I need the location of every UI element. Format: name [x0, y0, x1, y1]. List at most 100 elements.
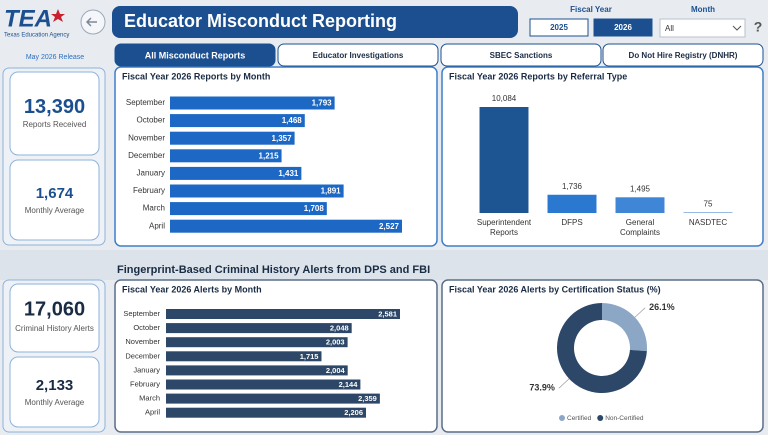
- section-band: [0, 250, 768, 280]
- chart-panel: [441, 279, 764, 433]
- tab-label: All Misconduct Reports: [145, 50, 246, 60]
- data-label: 2,004: [326, 366, 346, 375]
- logo: TEA: [4, 5, 52, 32]
- data-label: 73.9%: [529, 383, 555, 393]
- y-tick-label: April: [145, 408, 160, 417]
- x-tick-label-box: Superintendent Reports: [477, 218, 531, 237]
- x-tick-label: DFPS: [561, 218, 583, 227]
- bar: [166, 393, 380, 404]
- y-tick-label: December: [128, 151, 165, 160]
- tab-label: Do Not Hire Registry (DNHR): [629, 51, 738, 60]
- data-label: 1,495: [630, 184, 651, 193]
- bar: [170, 219, 402, 233]
- title-bar: [112, 6, 518, 38]
- data-label: 1,468: [282, 116, 303, 125]
- kpi-label-box: Reports Received: [23, 120, 87, 129]
- y-tick-label: December: [125, 351, 160, 360]
- donut-slice: [557, 303, 647, 393]
- kpi-label: Criminal History Alerts: [15, 324, 94, 333]
- x-tick-label: General Complaints: [619, 218, 660, 237]
- bar: [170, 96, 335, 110]
- x-tick-label: NASDTEC: [688, 218, 728, 227]
- year-button[interactable]: [593, 18, 653, 37]
- release-label: May 2026 Release: [26, 54, 84, 61]
- kpi-label: Monthly Average: [24, 398, 85, 407]
- kpi-value: 1,674: [36, 185, 74, 202]
- bar: [170, 149, 282, 163]
- tab[interactable]: [440, 43, 602, 67]
- kpi-label: Monthly Average: [24, 206, 85, 215]
- tab[interactable]: [277, 43, 439, 67]
- data-label: 1,357: [272, 134, 293, 143]
- data-label: 2,144: [339, 380, 359, 389]
- chart-title: Fiscal Year 2026 Reports by Referral Typ…: [449, 71, 627, 81]
- back-arrow: [85, 17, 97, 27]
- tab-label: SBEC Sanctions: [490, 51, 553, 60]
- bar: [166, 365, 348, 376]
- data-label: 2,527: [379, 222, 400, 231]
- chart-title: Fiscal Year 2026 Alerts by Certification…: [449, 284, 661, 294]
- year-button-label: 2025: [550, 23, 568, 32]
- kpi-label-box: Monthly Average: [24, 206, 85, 215]
- kpi-label-box: Criminal History Alerts: [15, 324, 94, 333]
- month-label: Month: [691, 5, 715, 14]
- x-tick-label-box: DFPS: [561, 218, 583, 227]
- y-tick-label: November: [125, 337, 160, 346]
- y-tick-label: January: [137, 169, 165, 178]
- donut-slice: [602, 303, 648, 352]
- bar: [170, 114, 305, 128]
- data-label: 2,359: [358, 394, 377, 403]
- logo-star: [51, 9, 65, 22]
- bar: [170, 184, 344, 198]
- data-label: 1,736: [562, 182, 583, 191]
- data-label: 1,215: [259, 151, 280, 160]
- tab[interactable]: [602, 43, 764, 67]
- y-tick-label: April: [149, 221, 165, 230]
- bar: [683, 212, 733, 213]
- bar: [170, 131, 295, 145]
- data-label: 2,048: [330, 324, 349, 333]
- dropdown-caret: [732, 25, 742, 31]
- data-label: 2,206: [344, 408, 363, 417]
- data-label: 26.1%: [649, 302, 675, 312]
- data-label: 1,715: [300, 352, 319, 361]
- legend-swatch: [597, 415, 604, 421]
- bar: [479, 107, 529, 213]
- data-label: 2,003: [326, 338, 345, 347]
- data-label: 2,581: [378, 309, 397, 318]
- bar: [547, 194, 597, 213]
- kpi-value: 13,390: [24, 96, 85, 118]
- year-button-label: 2026: [614, 23, 632, 32]
- month-value: All: [665, 24, 674, 33]
- section-title: Fingerprint-Based Criminal History Alert…: [117, 264, 430, 276]
- kpi-card: [9, 71, 100, 156]
- y-tick-label: September: [126, 98, 165, 107]
- help-icon[interactable]: ?: [754, 19, 763, 35]
- data-label: 75: [704, 199, 713, 208]
- bar: [166, 309, 400, 319]
- bar: [166, 323, 352, 334]
- data-label: 1,891: [321, 187, 342, 196]
- bar: [166, 407, 367, 418]
- kpi-label-box: Monthly Average: [24, 398, 85, 407]
- y-tick-label: February: [133, 186, 165, 195]
- kpi-card: [9, 356, 100, 428]
- year-button[interactable]: [529, 18, 589, 37]
- page-title: Educator Misconduct Reporting: [124, 11, 397, 31]
- month-dropdown[interactable]: [659, 18, 746, 38]
- y-tick-label: September: [123, 309, 160, 318]
- bar: [166, 379, 361, 390]
- data-label: 1,708: [304, 204, 325, 213]
- data-label: 10,084: [492, 94, 517, 103]
- data-label: 1,431: [278, 169, 299, 178]
- legend-label: Certified: [567, 415, 592, 422]
- fiscal-year-label: Fiscal Year: [570, 5, 612, 14]
- bar: [170, 202, 327, 216]
- kpi-card: [9, 159, 100, 241]
- kpi-card: [9, 283, 100, 353]
- bar: [166, 337, 348, 348]
- y-tick-label: January: [133, 365, 160, 374]
- tab[interactable]: [114, 43, 276, 67]
- chart-title: Fiscal Year 2026 Alerts by Month: [122, 284, 262, 294]
